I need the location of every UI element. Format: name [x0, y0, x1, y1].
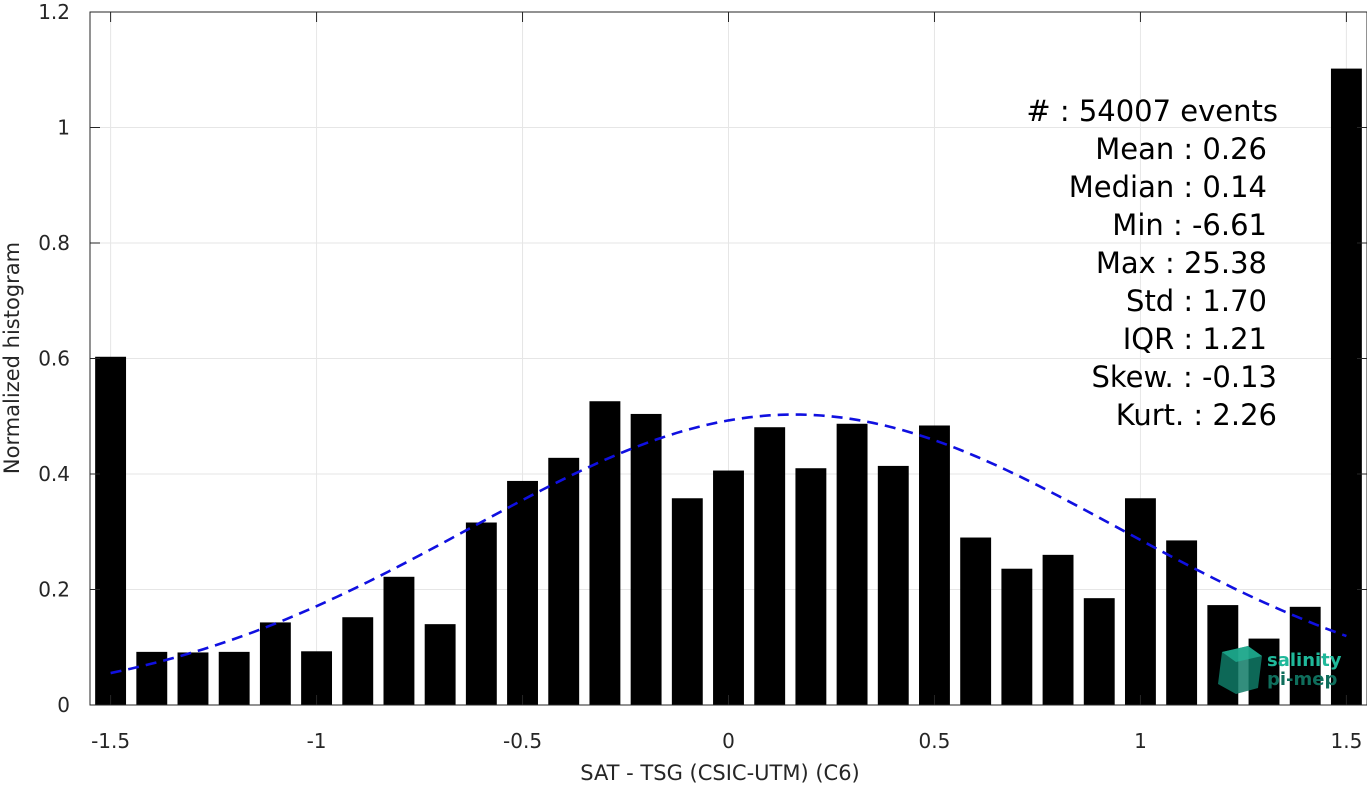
histogram-bar [95, 356, 127, 705]
y-tick-labels: 0 0.2 0.4 0.6 0.8 1 1.2 [38, 0, 70, 717]
histogram-bar [383, 576, 415, 705]
histogram-bar [1083, 598, 1115, 705]
histogram-bar [136, 651, 168, 705]
histogram-bar [1166, 540, 1198, 705]
logo-cube-face-icon [1222, 646, 1262, 662]
y-tick-label: 0 [57, 693, 70, 717]
stat-line: Max : 25.38 [1096, 246, 1267, 280]
histogram-bar [424, 624, 456, 705]
histogram-bar [465, 522, 497, 705]
stat-line: Median : 0.14 [1069, 170, 1267, 204]
y-tick-label: 0.2 [38, 578, 70, 602]
x-tick-label: 1 [1134, 729, 1147, 753]
x-tick-labels: -1.5 -1 -0.5 0 0.5 1 1.5 [91, 729, 1362, 753]
histogram-bar [1330, 68, 1362, 706]
y-tick-label: 1 [57, 116, 70, 140]
y-axis-label: Normalized histogram [0, 242, 24, 474]
y-tick-label: 0.4 [38, 462, 70, 486]
stat-line: Mean : 0.26 [1095, 132, 1267, 166]
histogram-bar [671, 498, 703, 705]
histogram-bar [259, 622, 291, 705]
histogram-bar [1001, 568, 1033, 705]
histogram-bar [342, 617, 374, 705]
histogram-bar [589, 401, 621, 705]
stat-line: Kurt. : 2.26 [1116, 398, 1277, 432]
x-tick-label: 0.5 [919, 729, 951, 753]
normal-fit-curve [110, 413, 1347, 675]
y-tick-label: 1.2 [38, 0, 70, 24]
stats-box: # : 54007 events Mean : 0.26 Median : 0.14… [1026, 94, 1278, 432]
x-tick-label: 1.5 [1330, 729, 1362, 753]
axis-ticks [90, 11, 1367, 706]
histogram-bar [548, 457, 580, 705]
histogram-bar [836, 423, 868, 705]
x-tick-label: -0.5 [503, 729, 542, 753]
histogram-bar [1042, 554, 1074, 705]
x-tick-label: -1.5 [91, 729, 130, 753]
salinity-pimep-logo: salinity pi-mep [1218, 646, 1342, 694]
stat-line: Std : 1.70 [1126, 284, 1267, 318]
x-tick-label: -1 [307, 729, 327, 753]
logo-text-pimep: pi-mep [1267, 669, 1337, 690]
histogram-bar [630, 413, 662, 705]
histogram-bar [507, 480, 538, 705]
y-tick-label: 0.6 [38, 347, 70, 371]
stat-line: Skew. : -0.13 [1091, 360, 1277, 394]
histogram-bar [1124, 498, 1156, 705]
histogram-bar [754, 427, 786, 705]
logo-text-salinity: salinity [1267, 650, 1342, 671]
histogram-bar [877, 465, 909, 705]
histogram-bar [177, 652, 209, 705]
histogram-bar [960, 537, 992, 705]
y-tick-label: 0.8 [38, 231, 70, 255]
stat-line: # : 54007 events [1026, 94, 1278, 128]
stat-line: Min : -6.61 [1112, 208, 1267, 242]
histogram-bar [795, 468, 827, 705]
histogram-bar [919, 425, 950, 705]
stat-line: IQR : 1.21 [1123, 322, 1267, 356]
histogram-bar [218, 651, 250, 705]
x-tick-label: 0 [722, 729, 735, 753]
histogram-bar [713, 470, 744, 705]
x-axis-label: SAT - TSG (CSIC-UTM) (C6) [580, 761, 860, 785]
